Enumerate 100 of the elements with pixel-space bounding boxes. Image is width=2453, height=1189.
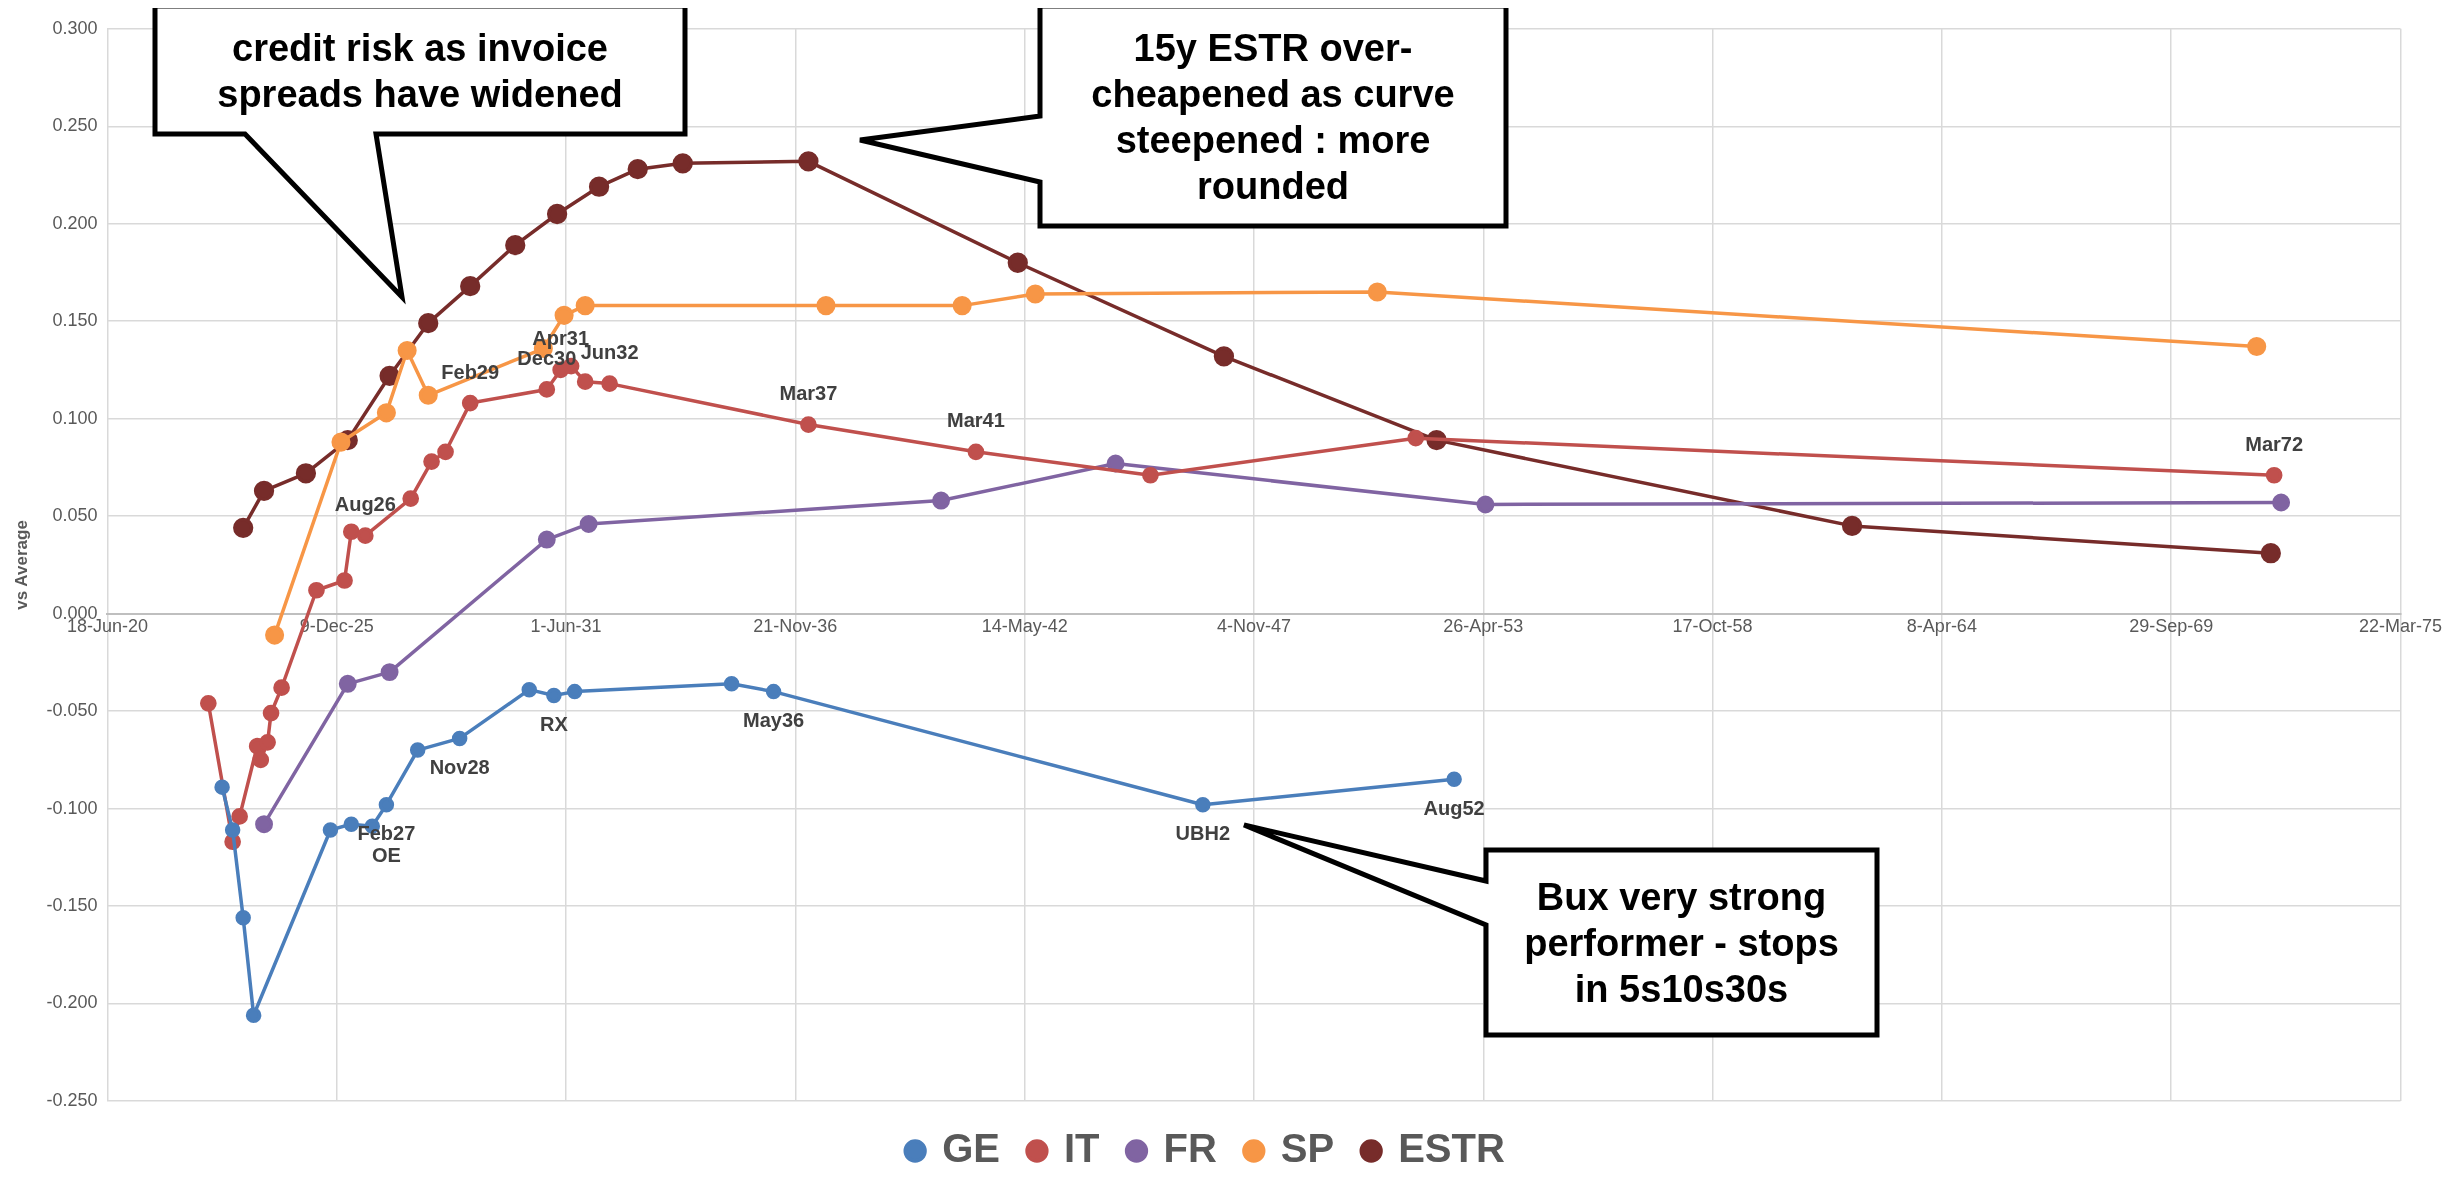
point <box>402 490 420 507</box>
point <box>800 416 817 433</box>
x-tick-label: 22-Mar-75 <box>2358 616 2442 637</box>
annotation: Mar37 <box>779 382 838 405</box>
point <box>378 796 395 813</box>
point <box>575 296 595 316</box>
point <box>343 816 360 832</box>
point <box>1007 252 1028 273</box>
y-axis-title: vs Average <box>11 520 31 610</box>
point <box>546 687 562 704</box>
point <box>308 581 325 599</box>
x-tick-label: 8-Apr-64 <box>1906 616 1977 637</box>
annotation: Mar72 <box>2245 432 2304 455</box>
point <box>601 375 618 392</box>
point <box>262 704 280 722</box>
point <box>252 751 270 769</box>
y-tick-label: -0.150 <box>46 895 98 916</box>
point <box>322 822 339 838</box>
point <box>397 340 417 361</box>
point <box>231 808 248 825</box>
y-tick-label: -0.250 <box>46 1089 98 1110</box>
point <box>1195 796 1211 813</box>
point <box>338 674 357 693</box>
y-tick-label: -0.100 <box>46 797 98 818</box>
point <box>2272 493 2291 512</box>
x-tick-label: 29-Sep-69 <box>2129 616 2214 637</box>
point <box>505 235 526 256</box>
point <box>380 663 399 682</box>
annotation: Bux very strong performer - stops in 5s10s30s <box>1523 874 1840 1012</box>
point <box>798 151 819 172</box>
point <box>418 313 439 334</box>
point <box>259 733 276 751</box>
point <box>1476 495 1495 514</box>
point <box>538 381 556 398</box>
point <box>537 530 556 549</box>
x-tick-label: 21-Nov-36 <box>753 616 838 637</box>
legend-label: SP <box>1280 1126 1335 1171</box>
point <box>932 491 951 510</box>
point <box>235 910 251 926</box>
point <box>336 572 353 589</box>
point <box>521 681 537 698</box>
y-tick-label: 0.100 <box>52 407 98 428</box>
point <box>409 742 426 758</box>
point <box>451 730 468 747</box>
point <box>379 365 400 386</box>
point <box>579 515 598 533</box>
point <box>376 403 396 423</box>
x-tick-label: 17-Oct-58 <box>1672 616 1753 637</box>
point <box>265 625 285 645</box>
point <box>418 385 438 405</box>
point <box>816 296 836 316</box>
point <box>214 779 230 795</box>
point <box>356 527 374 545</box>
point <box>2265 466 2283 484</box>
point <box>253 480 275 501</box>
annotation: May36 <box>742 709 805 732</box>
annotation: UBH2 <box>1175 822 1231 845</box>
legend-label: IT <box>1063 1126 1100 1171</box>
point <box>273 679 290 697</box>
point <box>576 373 594 390</box>
point <box>723 676 740 692</box>
y-tick-label: -0.050 <box>46 700 98 721</box>
point <box>2260 543 2281 564</box>
point <box>588 176 610 197</box>
point <box>1841 515 1863 537</box>
x-tick-label: 14-May-42 <box>981 616 1068 637</box>
point <box>342 523 360 541</box>
y-tick-label: -0.200 <box>46 992 98 1013</box>
annotation: Feb27 <box>357 822 416 845</box>
point <box>199 694 217 712</box>
point <box>566 683 583 700</box>
x-tick-label: 1-Jun-31 <box>530 616 602 637</box>
point <box>224 822 241 838</box>
point <box>255 815 273 834</box>
point <box>765 683 782 700</box>
point <box>245 1007 262 1023</box>
legend-label: GE <box>942 1126 1000 1171</box>
point <box>233 517 254 539</box>
point <box>627 159 648 180</box>
annotation: Nov28 <box>429 755 490 778</box>
legend-label: ESTR <box>1398 1126 1505 1171</box>
point <box>1407 429 1425 447</box>
point <box>554 305 574 325</box>
point <box>2247 337 2267 357</box>
annotation: OE <box>371 844 401 867</box>
point <box>1213 346 1235 367</box>
annotation: RX <box>540 713 569 736</box>
x-tick-label: 26-Apr-53 <box>1443 616 1524 637</box>
annotation: Aug26 <box>334 493 396 516</box>
point <box>423 453 440 470</box>
y-tick-label: 0.050 <box>52 505 98 526</box>
point <box>967 443 985 461</box>
y-tick-label: 0.250 <box>52 115 98 136</box>
point <box>952 296 972 316</box>
point <box>437 443 454 461</box>
annotation: credit risk as invoice spreads have widened <box>216 26 624 117</box>
point <box>1025 284 1045 304</box>
y-tick-label: 0.200 <box>52 212 98 233</box>
point <box>331 432 351 452</box>
point <box>295 463 317 484</box>
